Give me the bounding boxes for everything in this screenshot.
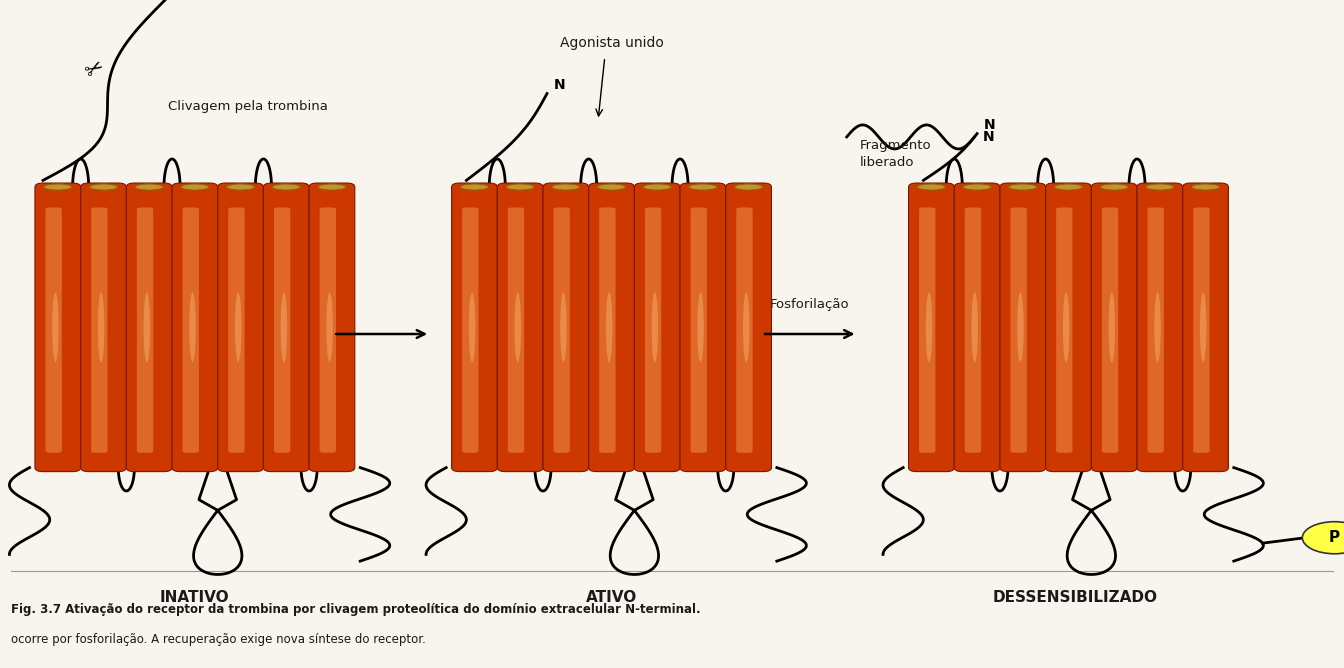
Ellipse shape — [281, 293, 288, 362]
Ellipse shape — [698, 293, 704, 362]
FancyBboxPatch shape — [35, 183, 81, 472]
FancyBboxPatch shape — [599, 208, 616, 453]
Ellipse shape — [917, 184, 946, 190]
Ellipse shape — [180, 184, 210, 190]
FancyBboxPatch shape — [172, 183, 218, 472]
FancyBboxPatch shape — [263, 183, 309, 472]
Ellipse shape — [606, 293, 613, 362]
FancyBboxPatch shape — [1183, 183, 1228, 472]
Text: INATIVO: INATIVO — [160, 591, 230, 605]
FancyBboxPatch shape — [954, 183, 1000, 472]
Ellipse shape — [642, 184, 672, 190]
FancyBboxPatch shape — [309, 183, 355, 472]
Ellipse shape — [743, 293, 750, 362]
FancyBboxPatch shape — [1046, 183, 1091, 472]
FancyBboxPatch shape — [497, 183, 543, 472]
Ellipse shape — [1017, 293, 1024, 362]
FancyBboxPatch shape — [46, 208, 62, 453]
Ellipse shape — [1099, 184, 1129, 190]
FancyBboxPatch shape — [909, 183, 954, 472]
Ellipse shape — [89, 184, 118, 190]
Text: ATIVO: ATIVO — [586, 591, 637, 605]
FancyBboxPatch shape — [1000, 183, 1046, 472]
Text: Fig. 3.7 Ativação do receptor da trombina por clivagem proteolítica do domínio e: Fig. 3.7 Ativação do receptor da trombin… — [11, 603, 700, 615]
FancyBboxPatch shape — [1102, 208, 1118, 453]
FancyBboxPatch shape — [1137, 183, 1183, 472]
Ellipse shape — [327, 293, 333, 362]
FancyBboxPatch shape — [508, 208, 524, 453]
FancyBboxPatch shape — [634, 183, 680, 472]
FancyBboxPatch shape — [726, 183, 771, 472]
FancyBboxPatch shape — [1011, 208, 1027, 453]
Ellipse shape — [962, 184, 992, 190]
Ellipse shape — [1200, 293, 1207, 362]
Ellipse shape — [652, 293, 659, 362]
FancyBboxPatch shape — [919, 208, 935, 453]
Text: ocorre por fosforilação. A recuperação exige nova síntese do receptor.: ocorre por fosforilação. A recuperação e… — [11, 633, 426, 646]
Text: ✂: ✂ — [82, 57, 108, 84]
Ellipse shape — [1054, 184, 1083, 190]
Ellipse shape — [134, 184, 164, 190]
FancyBboxPatch shape — [737, 208, 753, 453]
FancyBboxPatch shape — [137, 208, 153, 453]
Ellipse shape — [1145, 184, 1175, 190]
FancyBboxPatch shape — [462, 208, 478, 453]
Ellipse shape — [226, 184, 255, 190]
FancyBboxPatch shape — [543, 183, 589, 472]
Ellipse shape — [1154, 293, 1161, 362]
Ellipse shape — [1008, 184, 1038, 190]
Ellipse shape — [317, 184, 347, 190]
FancyBboxPatch shape — [1056, 208, 1073, 453]
FancyBboxPatch shape — [452, 183, 497, 472]
Ellipse shape — [235, 293, 242, 362]
Ellipse shape — [597, 184, 626, 190]
FancyBboxPatch shape — [645, 208, 661, 453]
Text: DESSENSIBILIZADO: DESSENSIBILIZADO — [993, 591, 1157, 605]
Ellipse shape — [972, 293, 978, 362]
FancyBboxPatch shape — [1091, 183, 1137, 472]
FancyBboxPatch shape — [965, 208, 981, 453]
Ellipse shape — [1063, 293, 1070, 362]
Ellipse shape — [190, 293, 196, 362]
FancyBboxPatch shape — [1193, 208, 1210, 453]
Ellipse shape — [1109, 293, 1116, 362]
Text: N: N — [982, 130, 995, 144]
Ellipse shape — [98, 293, 105, 362]
FancyBboxPatch shape — [81, 183, 126, 472]
FancyBboxPatch shape — [218, 183, 263, 472]
FancyBboxPatch shape — [320, 208, 336, 453]
Text: Clivagem pela trombina: Clivagem pela trombina — [168, 100, 328, 114]
FancyBboxPatch shape — [91, 208, 108, 453]
Ellipse shape — [144, 293, 151, 362]
Text: Fosforilação: Fosforilação — [769, 298, 849, 311]
Ellipse shape — [551, 184, 581, 190]
Ellipse shape — [505, 184, 535, 190]
Ellipse shape — [926, 293, 933, 362]
Ellipse shape — [515, 293, 521, 362]
FancyBboxPatch shape — [228, 208, 245, 453]
Ellipse shape — [271, 184, 301, 190]
FancyBboxPatch shape — [1148, 208, 1164, 453]
FancyBboxPatch shape — [589, 183, 634, 472]
FancyBboxPatch shape — [680, 183, 726, 472]
Text: N: N — [554, 77, 566, 92]
Ellipse shape — [52, 293, 59, 362]
Ellipse shape — [1191, 184, 1220, 190]
Ellipse shape — [688, 184, 718, 190]
Text: N: N — [984, 118, 996, 132]
Text: P: P — [1329, 530, 1340, 545]
FancyBboxPatch shape — [691, 208, 707, 453]
FancyBboxPatch shape — [183, 208, 199, 453]
Ellipse shape — [469, 293, 476, 362]
Ellipse shape — [560, 293, 567, 362]
FancyBboxPatch shape — [274, 208, 290, 453]
Ellipse shape — [734, 184, 763, 190]
Text: Fragmento
liberado: Fragmento liberado — [860, 139, 931, 168]
Ellipse shape — [460, 184, 489, 190]
FancyBboxPatch shape — [126, 183, 172, 472]
Circle shape — [1302, 522, 1344, 554]
Text: Agonista unido: Agonista unido — [559, 36, 664, 50]
FancyBboxPatch shape — [554, 208, 570, 453]
Ellipse shape — [43, 184, 73, 190]
